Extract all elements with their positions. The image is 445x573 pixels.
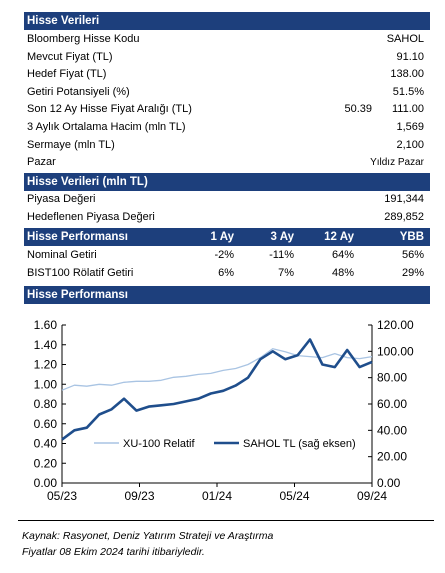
row-bloomberg-code: Bloomberg Hisse Kodu SAHOL (24, 31, 430, 49)
row-market: Pazar Yıldız Pazar (24, 154, 430, 172)
row-target-market-cap: Hedeflenen Piyasa Değeri 289,852 (24, 209, 430, 227)
left-tick-label: 1.40 (34, 338, 58, 352)
x-tick-label: 01/24 (202, 489, 232, 503)
series-line-xu100 (61, 348, 373, 391)
x-tick-label: 05/23 (47, 489, 77, 503)
row-value: 289,852 (384, 210, 424, 223)
cell-12m: 48% (331, 267, 354, 279)
x-tick-label: 05/24 (279, 489, 309, 503)
row-label: Hedef Fiyat (TL) (27, 68, 107, 81)
column-header-1m: 1 Ay (210, 231, 234, 243)
left-tick-label: 1.00 (34, 377, 58, 391)
section-header-market-value: Hisse Verileri (mln TL) (24, 173, 430, 191)
left-tick-label: 0.20 (34, 456, 58, 470)
section-header-stock-data: Hisse Verileri (24, 12, 430, 30)
left-tick-label: 1.20 (34, 358, 58, 372)
row-avg-volume: 3 Aylık Ortalama Hacim (mln TL) 1,569 (24, 119, 430, 137)
right-tick-label: 80.00 (377, 371, 407, 385)
row-relative-return: BIST100 Rölatif Getiri 6% 7% 48% 29% (24, 265, 430, 283)
row-label: Hedeflenen Piyasa Değeri (27, 210, 155, 223)
cell-3m: -11% (269, 249, 294, 261)
right-tick-label: 120.00 (377, 318, 414, 332)
cell-ytd: 56% (401, 249, 424, 261)
section-header-chart: Hisse Performansı (24, 286, 430, 304)
right-tick-label: 100.00 (377, 344, 414, 358)
row-value: 111.00 (391, 103, 424, 116)
row-value: 91.10 (396, 50, 424, 63)
row-label: Mevcut Fiyat (TL) (27, 50, 113, 63)
column-header-12m: 12 Ay (324, 231, 354, 243)
row-label: Sermaye (mln TL) (27, 138, 115, 151)
row-nominal-return: Nominal Getiri -2% -11% 64% 56% (24, 247, 430, 265)
row-value: 2,100 (396, 138, 424, 151)
performance-title: Hisse Performansı (27, 231, 128, 243)
right-tick-label: 0.00 (377, 476, 401, 490)
right-tick-label: 60.00 (377, 397, 407, 411)
footnote-source: Kaynak: Rasyonet, Deniz Yatırım Strateji… (22, 530, 274, 542)
footnote-divider (18, 520, 434, 521)
footnote-date: Fiyatlar 08 Ekim 2024 tarihi itibariyled… (22, 546, 205, 558)
row-value: SAHOL (386, 33, 424, 45)
cell-3m: 7% (278, 267, 294, 279)
left-tick-label: 0.80 (34, 397, 58, 411)
right-tick-label: 40.00 (377, 423, 407, 437)
row-label: Piyasa Değeri (27, 193, 96, 205)
row-label: BIST100 Rölatif Getiri (27, 267, 134, 279)
series-line-sahol (61, 338, 373, 441)
left-tick-label: 0.00 (34, 476, 58, 490)
row-label: Pazar (27, 156, 56, 169)
cell-1m: 6% (218, 267, 234, 279)
row-market-cap: Piyasa Değeri 191,344 (24, 191, 430, 209)
row-label: Bloomberg Hisse Kodu (27, 33, 140, 45)
row-current-price: Mevcut Fiyat (TL) 91.10 (24, 49, 430, 67)
row-capital: Sermaye (mln TL) 2,100 (24, 137, 430, 155)
column-header-ytd: YBB (399, 231, 424, 243)
row-value: 1,569 (396, 121, 424, 133)
performance-chart: 1.60 1.40 1.20 1.00 0.80 0.60 0.40 0.20 0.00 120.… (34, 318, 414, 503)
row-value: 191,344 (384, 193, 424, 205)
row-target-price: Hedef Fiyat (TL) 138.00 (24, 66, 430, 84)
row-value: 51.5% (392, 85, 424, 98)
cell-12m: 64% (331, 249, 354, 261)
x-tick-label: 09/23 (124, 489, 154, 503)
left-tick-label: 0.40 (34, 437, 58, 451)
row-label: Nominal Getiri (27, 249, 97, 261)
row-range-low: 50.39 (344, 103, 372, 116)
section-header-performance: Hisse Performansı 1 Ay 3 Ay 12 Ay YBB (24, 228, 430, 246)
cell-ytd: 29% (401, 267, 424, 279)
legend-label-xu100: XU-100 Relatif (123, 438, 195, 450)
cell-1m: -2% (214, 249, 234, 261)
row-value: 138.00 (390, 68, 424, 81)
row-label: 3 Aylık Ortalama Hacim (mln TL) (27, 121, 186, 133)
legend-label-sahol: SAHOL TL (sağ eksen) (243, 438, 356, 450)
left-tick-label: 0.60 (34, 417, 58, 431)
row-return-potential: Getiri Potansiyeli (%) 51.5% (24, 84, 430, 102)
row-label: Son 12 Ay Hisse Fiyat Aralığı (TL) (27, 103, 192, 116)
row-label: Getiri Potansiyeli (%) (27, 85, 130, 98)
left-tick-label: 1.60 (34, 318, 58, 332)
row-price-range: Son 12 Ay Hisse Fiyat Aralığı (TL) 50.39… (24, 101, 430, 119)
x-tick-label: 09/24 (357, 489, 387, 503)
row-value: Yıldız Pazar (370, 157, 424, 169)
right-tick-label: 20.00 (377, 450, 407, 464)
column-header-3m: 3 Ay (270, 231, 294, 243)
